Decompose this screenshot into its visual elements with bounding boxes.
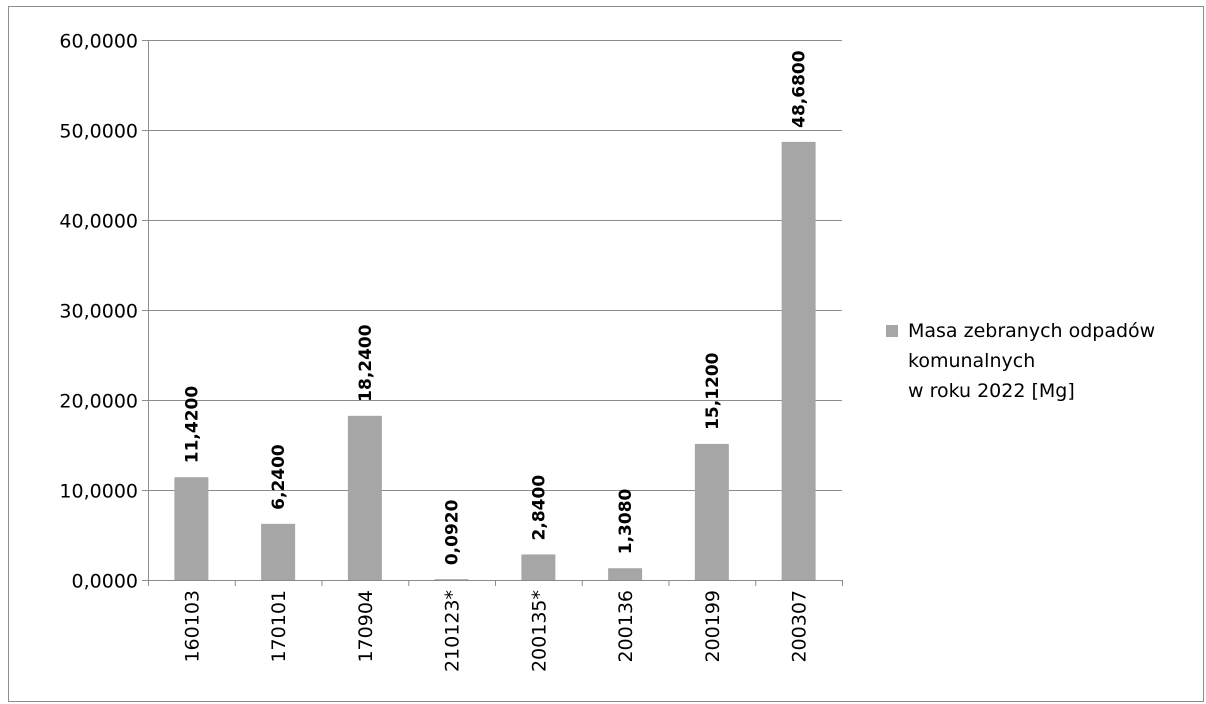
data-label: 15,1200 [703,352,723,430]
bar [261,523,296,580]
x-tick-label: 200307 [789,590,811,663]
bar [521,554,556,580]
bars [174,141,816,580]
y-tick-label: 40,0000 [59,211,138,233]
x-tick-label: 170101 [268,590,290,663]
y-tick-label: 10,0000 [59,481,138,503]
x-tick-label: 160103 [181,590,203,663]
data-label: 1,3080 [616,488,636,554]
y-tick-label: 50,0000 [59,121,138,143]
data-label: 0,0920 [443,499,463,565]
legend-label: Masa zebranych odpadów komunalnych w rok… [908,316,1155,406]
bar [347,415,382,580]
chart-frame [8,6,1204,702]
legend-swatch [886,325,898,337]
x-tick-label: 200135* [528,590,550,672]
bar [174,477,209,580]
data-label: 18,2400 [356,324,376,402]
y-tick-label: 20,0000 [59,391,138,413]
x-tick-label: 210123* [442,590,464,672]
labels: 0,0000 10,0000 20,0000 30,0000 40,0000 50,000… [59,31,810,673]
legend-line-3: w roku 2022 [Mg] [908,380,1075,402]
gridlines [148,40,842,491]
data-label: 11,4200 [182,386,202,464]
y-tick-label: 30,0000 [59,301,138,323]
bar [781,141,816,580]
legend-line-1: Masa zebranych odpadów [908,320,1156,342]
bar [694,443,729,580]
bar [434,579,469,580]
y-tick-label: 0,0000 [72,571,138,593]
data-label: 6,2400 [269,444,289,510]
bar [608,568,643,580]
y-tick-label: 60,0000 [59,31,138,53]
data-label: 48,6800 [790,50,810,128]
legend-line-2: komunalnych [908,350,1036,372]
axes [142,40,843,586]
x-tick-label: 200199 [702,590,724,663]
x-tick-label: 170904 [355,590,377,663]
x-tick-label: 200136 [615,590,637,663]
data-label: 2,8400 [529,475,549,541]
